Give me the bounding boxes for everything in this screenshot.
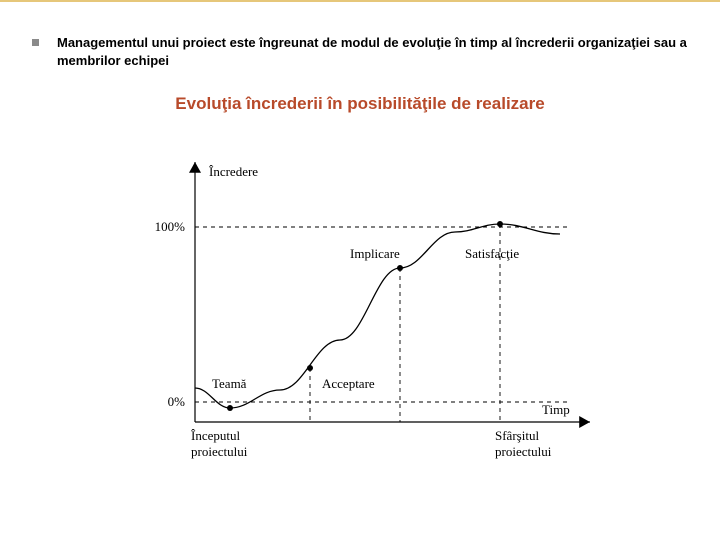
svg-text:100%: 100% (155, 219, 186, 234)
intro-bullet: Managementul unui proiect este îngreunat… (32, 34, 710, 69)
svg-text:proiectului: proiectului (495, 444, 552, 459)
svg-text:Acceptare: Acceptare (322, 376, 375, 391)
svg-text:Satisfacţie: Satisfacţie (465, 246, 519, 261)
svg-text:Timp: Timp (542, 402, 570, 417)
svg-text:Începutul: Începutul (191, 428, 240, 443)
svg-text:proiectului: proiectului (191, 444, 248, 459)
svg-text:Teamă: Teamă (212, 376, 247, 391)
svg-text:Sfârşitul: Sfârşitul (495, 428, 539, 443)
svg-text:0%: 0% (168, 394, 186, 409)
confidence-chart-svg: Încredere Timp 100% 0% Teamă Acceptare Implica… (140, 142, 610, 482)
intro-bullet-text: Managementul unui proiect este îngreunat… (57, 34, 710, 69)
chart-title: Evoluţia încrederii în posibilităţile de… (0, 94, 720, 114)
svg-text:Implicare: Implicare (350, 246, 400, 261)
bullet-marker-icon (32, 39, 39, 46)
svg-text:Încredere: Încredere (209, 164, 258, 179)
confidence-chart: Încredere Timp 100% 0% Teamă Acceptare Implica… (140, 142, 610, 482)
